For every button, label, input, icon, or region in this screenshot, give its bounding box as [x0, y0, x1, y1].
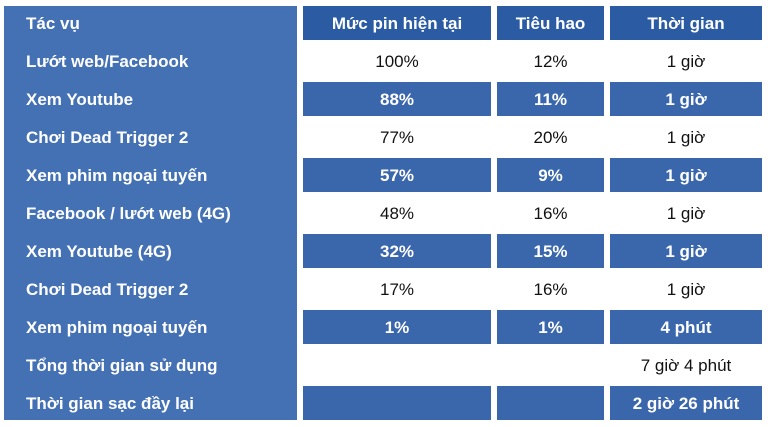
- task-cell: Chơi Dead Trigger 2: [26, 279, 189, 299]
- consumption-cell: 9%: [497, 158, 604, 192]
- duration-cell: 1 giờ: [610, 82, 762, 116]
- battery-level-cell: 77%: [303, 120, 491, 154]
- task-cell: Facebook / lướt web (4G): [26, 203, 231, 223]
- column-header-consumption: Tiêu hao: [497, 6, 604, 40]
- battery-test-table: Tác vụ Mức pin hiện tại Tiêu hao Thời gi…: [4, 6, 762, 420]
- battery-level-cell: 1%: [303, 310, 491, 344]
- task-cell: Lướt web/Facebook: [26, 51, 189, 71]
- task-cell: Chơi Dead Trigger 2: [26, 127, 189, 147]
- battery-level-cell: 48%: [303, 196, 491, 230]
- duration-cell: 2 giờ 26 phút: [610, 386, 762, 420]
- battery-level-cell: [303, 386, 491, 420]
- task-cell: Xem Youtube (4G): [26, 241, 172, 261]
- consumption-cell: 12%: [497, 44, 604, 78]
- task-cell: Xem phim ngoại tuyến: [26, 165, 208, 185]
- consumption-cell: 20%: [497, 120, 604, 154]
- duration-cell: 1 giờ: [610, 44, 762, 78]
- column-header-task: Tác vụ: [26, 13, 80, 33]
- battery-level-cell: [303, 348, 491, 382]
- task-cell: Tổng thời gian sử dụng: [26, 355, 218, 375]
- duration-cell: 1 giờ: [610, 120, 762, 154]
- duration-cell: 1 giờ: [610, 196, 762, 230]
- consumption-cell: 16%: [497, 196, 604, 230]
- battery-level-cell: 100%: [303, 44, 491, 78]
- consumption-cell: 16%: [497, 272, 604, 306]
- consumption-cell: [497, 348, 604, 382]
- duration-cell: 7 giờ 4 phút: [610, 348, 762, 382]
- task-cell: Thời gian sạc đầy lại: [26, 393, 194, 413]
- duration-cell: 1 giờ: [610, 272, 762, 306]
- task-cell: Xem Youtube: [26, 89, 134, 109]
- battery-level-cell: 57%: [303, 158, 491, 192]
- battery-level-cell: 88%: [303, 82, 491, 116]
- duration-cell: 1 giờ: [610, 158, 762, 192]
- consumption-cell: [497, 386, 604, 420]
- column-header-battery-level: Mức pin hiện tại: [303, 6, 491, 40]
- consumption-cell: 11%: [497, 82, 604, 116]
- consumption-cell: 1%: [497, 310, 604, 344]
- task-cell: Xem phim ngoại tuyến: [26, 317, 208, 337]
- battery-level-cell: 32%: [303, 234, 491, 268]
- column-header-duration: Thời gian: [610, 6, 762, 40]
- duration-cell: 1 giờ: [610, 234, 762, 268]
- battery-level-cell: 17%: [303, 272, 491, 306]
- duration-cell: 4 phút: [610, 310, 762, 344]
- consumption-cell: 15%: [497, 234, 604, 268]
